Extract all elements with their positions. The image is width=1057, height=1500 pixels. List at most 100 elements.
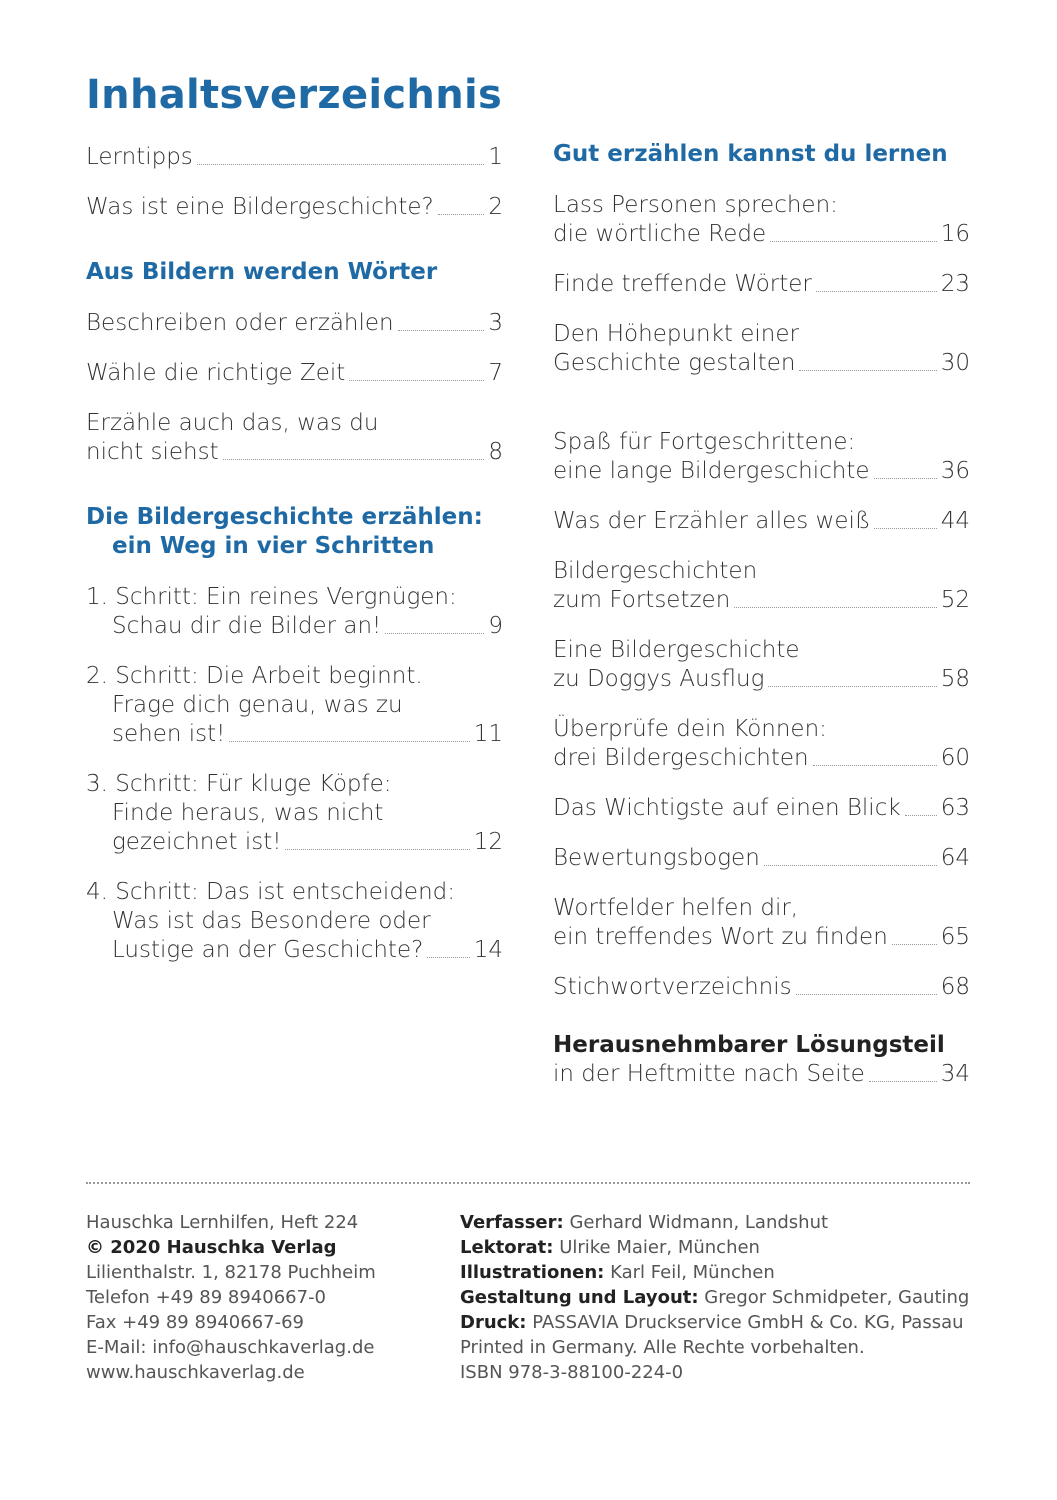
entry-line: Erzähle auch das, was du — [86, 410, 379, 436]
leader — [770, 241, 937, 242]
entry-line: Bewertungsbogen 64 — [553, 844, 970, 873]
entry-text: ein treffendes Wort zu finden — [553, 924, 888, 950]
page-number: 64 — [940, 845, 970, 871]
toc-entry: 2. Schritt: Die Arbeit beginnt. Frage dic… — [86, 662, 503, 749]
entry-text: Lerntipps — [86, 144, 193, 170]
leader — [868, 1081, 937, 1082]
toc-group: Spaß für Fortgeschrittene: eine lange Bil… — [553, 428, 970, 1002]
entry-line: zum Fortsetzen 52 — [553, 586, 970, 615]
entry-line: Was ist das Besondere oder — [112, 908, 431, 934]
section-heading: Gut erzählen kannst du lernen — [553, 140, 970, 169]
toc-entry: Spaß für Fortgeschrittene: eine lange Bil… — [553, 428, 970, 486]
entry-line: Spaß für Fortgeschrittene: — [553, 429, 856, 455]
toc-entry: Was ist eine Bildergeschichte? 2 — [86, 193, 503, 222]
page-number: 44 — [940, 508, 970, 534]
page-number: 30 — [940, 350, 970, 376]
page-number: 11 — [473, 721, 503, 747]
leader — [427, 957, 470, 958]
page-number: 7 — [488, 360, 503, 386]
leader — [891, 944, 937, 945]
leader — [397, 330, 485, 331]
leader — [874, 528, 937, 529]
leader — [873, 478, 937, 479]
entry-line: 4. Schritt: Das ist entscheidend: — [86, 879, 455, 905]
imprint-label: Druck: — [460, 1312, 527, 1333]
entry-line: gezeichnet ist! 12 — [86, 828, 503, 857]
entry-line: Finde treffende Wörter 23 — [553, 270, 970, 299]
leader — [795, 994, 937, 995]
entry-text: in der Heftmitte nach Seite — [553, 1061, 865, 1087]
toc-entry: 1. Schritt: Ein reines Vergnügen: Schau d… — [86, 583, 503, 641]
entry-line: in der Heftmitte nach Seite 34 — [553, 1060, 970, 1089]
toc-entry: Lerntipps 1 — [86, 143, 503, 172]
entry-line: ein treffendes Wort zu finden 65 — [553, 923, 970, 952]
page-number: 16 — [940, 221, 970, 247]
toc-entry: Wortfelder helfen dir, ein treffendes Wor… — [553, 894, 970, 952]
leader — [349, 380, 485, 381]
entry-line: Eine Bildergeschichte — [553, 637, 800, 663]
toc-group: Aus Bildern werden Wörter Beschreiben ode… — [86, 258, 503, 467]
heading-line: Aus Bildern werden Wörter — [86, 259, 438, 285]
page-number: 36 — [940, 458, 970, 484]
entry-line: Was ist eine Bildergeschichte? 2 — [86, 193, 503, 222]
imprint-line: Telefon +49 89 8940667-0 — [86, 1287, 327, 1308]
title: Inhaltsverzeichnis — [86, 72, 503, 118]
leader — [196, 164, 485, 165]
entry-line: eine lange Bildergeschichte 36 — [553, 457, 970, 486]
entry-text: gezeichnet ist! — [112, 829, 282, 855]
page-number: 1 — [488, 144, 503, 170]
entry-line: Den Höhepunkt einer — [553, 321, 799, 347]
entry-line: Bildergeschichten — [553, 558, 758, 584]
entry-line: 1. Schritt: Ein reines Vergnügen: — [86, 584, 457, 610]
page-number: 52 — [940, 587, 970, 613]
toc-entry: Stichwortverzeichnis 68 — [553, 973, 970, 1002]
toc-column: Gut erzählen kannst du lernen Lass Person… — [553, 140, 970, 1110]
leader — [815, 291, 937, 292]
imprint-line: Illustrationen: Karl Feil, München — [460, 1260, 969, 1285]
entry-line: Stichwortverzeichnis 68 — [553, 973, 970, 1002]
leader — [763, 865, 937, 866]
separator — [86, 1182, 970, 1184]
imprint-right: Verfasser: Gerhard Widmann, Landshut Lekt… — [460, 1210, 969, 1385]
entry-line: Das Wichtigste auf einen Blick 63 — [553, 794, 970, 823]
imprint-line: Printed in Germany. Alle Rechte vorbehal… — [460, 1335, 969, 1360]
page-number: 3 — [488, 310, 503, 336]
entry-line: Wähle die richtige Zeit 7 — [86, 359, 503, 388]
page-number: 58 — [940, 666, 970, 692]
toc-entry: Überprüfe dein Können: drei Bildergeschic… — [553, 715, 970, 773]
entry-text: Finde treffende Wörter — [553, 271, 812, 297]
entry-text: zum Fortsetzen — [553, 587, 731, 613]
imprint-label: Lektorat: — [460, 1237, 554, 1258]
entry-text: Beschreiben oder erzählen — [86, 310, 394, 336]
imprint-line: www.hauschkaverlag.de — [86, 1362, 305, 1383]
imprint-text: PASSAVIA Druckservice GmbH & Co. KG, Pas… — [532, 1312, 964, 1333]
entry-line: Finde heraus, was nicht — [112, 800, 384, 826]
page-number: 9 — [488, 613, 503, 639]
toc-entry: Das Wichtigste auf einen Blick 63 — [553, 794, 970, 823]
entry-line: die wörtliche Rede 16 — [553, 220, 970, 249]
leader — [734, 607, 937, 608]
entry-text: sehen ist! — [112, 721, 226, 747]
imprint-text: Ulrike Maier, München — [559, 1237, 760, 1258]
toc-group: Lerntipps 1 Was ist eine Bildergeschichte?… — [86, 143, 503, 222]
page-number: 14 — [473, 937, 503, 963]
leader — [385, 633, 485, 634]
entry-line: Überprüfe dein Können: — [553, 716, 827, 742]
imprint-line: Lilienthalstr. 1, 82178 Puchheim — [86, 1262, 376, 1283]
imprint-line: Gestaltung und Layout: Gregor Schmidpete… — [460, 1285, 969, 1310]
page-number: 34 — [940, 1061, 970, 1087]
leader — [812, 765, 937, 766]
toc-entry: Bildergeschichten zum Fortsetzen 52 — [553, 557, 970, 615]
heading-line: Gut erzählen kannst du lernen — [553, 141, 948, 167]
entry-line: drei Bildergeschichten 60 — [553, 744, 970, 773]
entry-line: Schau dir die Bilder an! 9 — [86, 612, 503, 641]
leader — [904, 815, 937, 816]
entry-line: 2. Schritt: Die Arbeit beginnt. — [86, 663, 423, 689]
toc-entry: Den Höhepunkt einer Geschichte gestalten 3… — [553, 320, 970, 378]
imprint-left: Hauschka Lernhilfen, Heft 224 © 2020 Haus… — [86, 1210, 376, 1385]
imprint-line: Verfasser: Gerhard Widmann, Landshut — [460, 1210, 969, 1235]
toc-entry: Erzähle auch das, was du nicht siehst 8 — [86, 409, 503, 467]
imprint-text: Karl Feil, München — [610, 1262, 775, 1283]
entry-text: die wörtliche Rede — [553, 221, 767, 247]
imprint-label: Gestaltung und Layout: — [460, 1287, 699, 1308]
